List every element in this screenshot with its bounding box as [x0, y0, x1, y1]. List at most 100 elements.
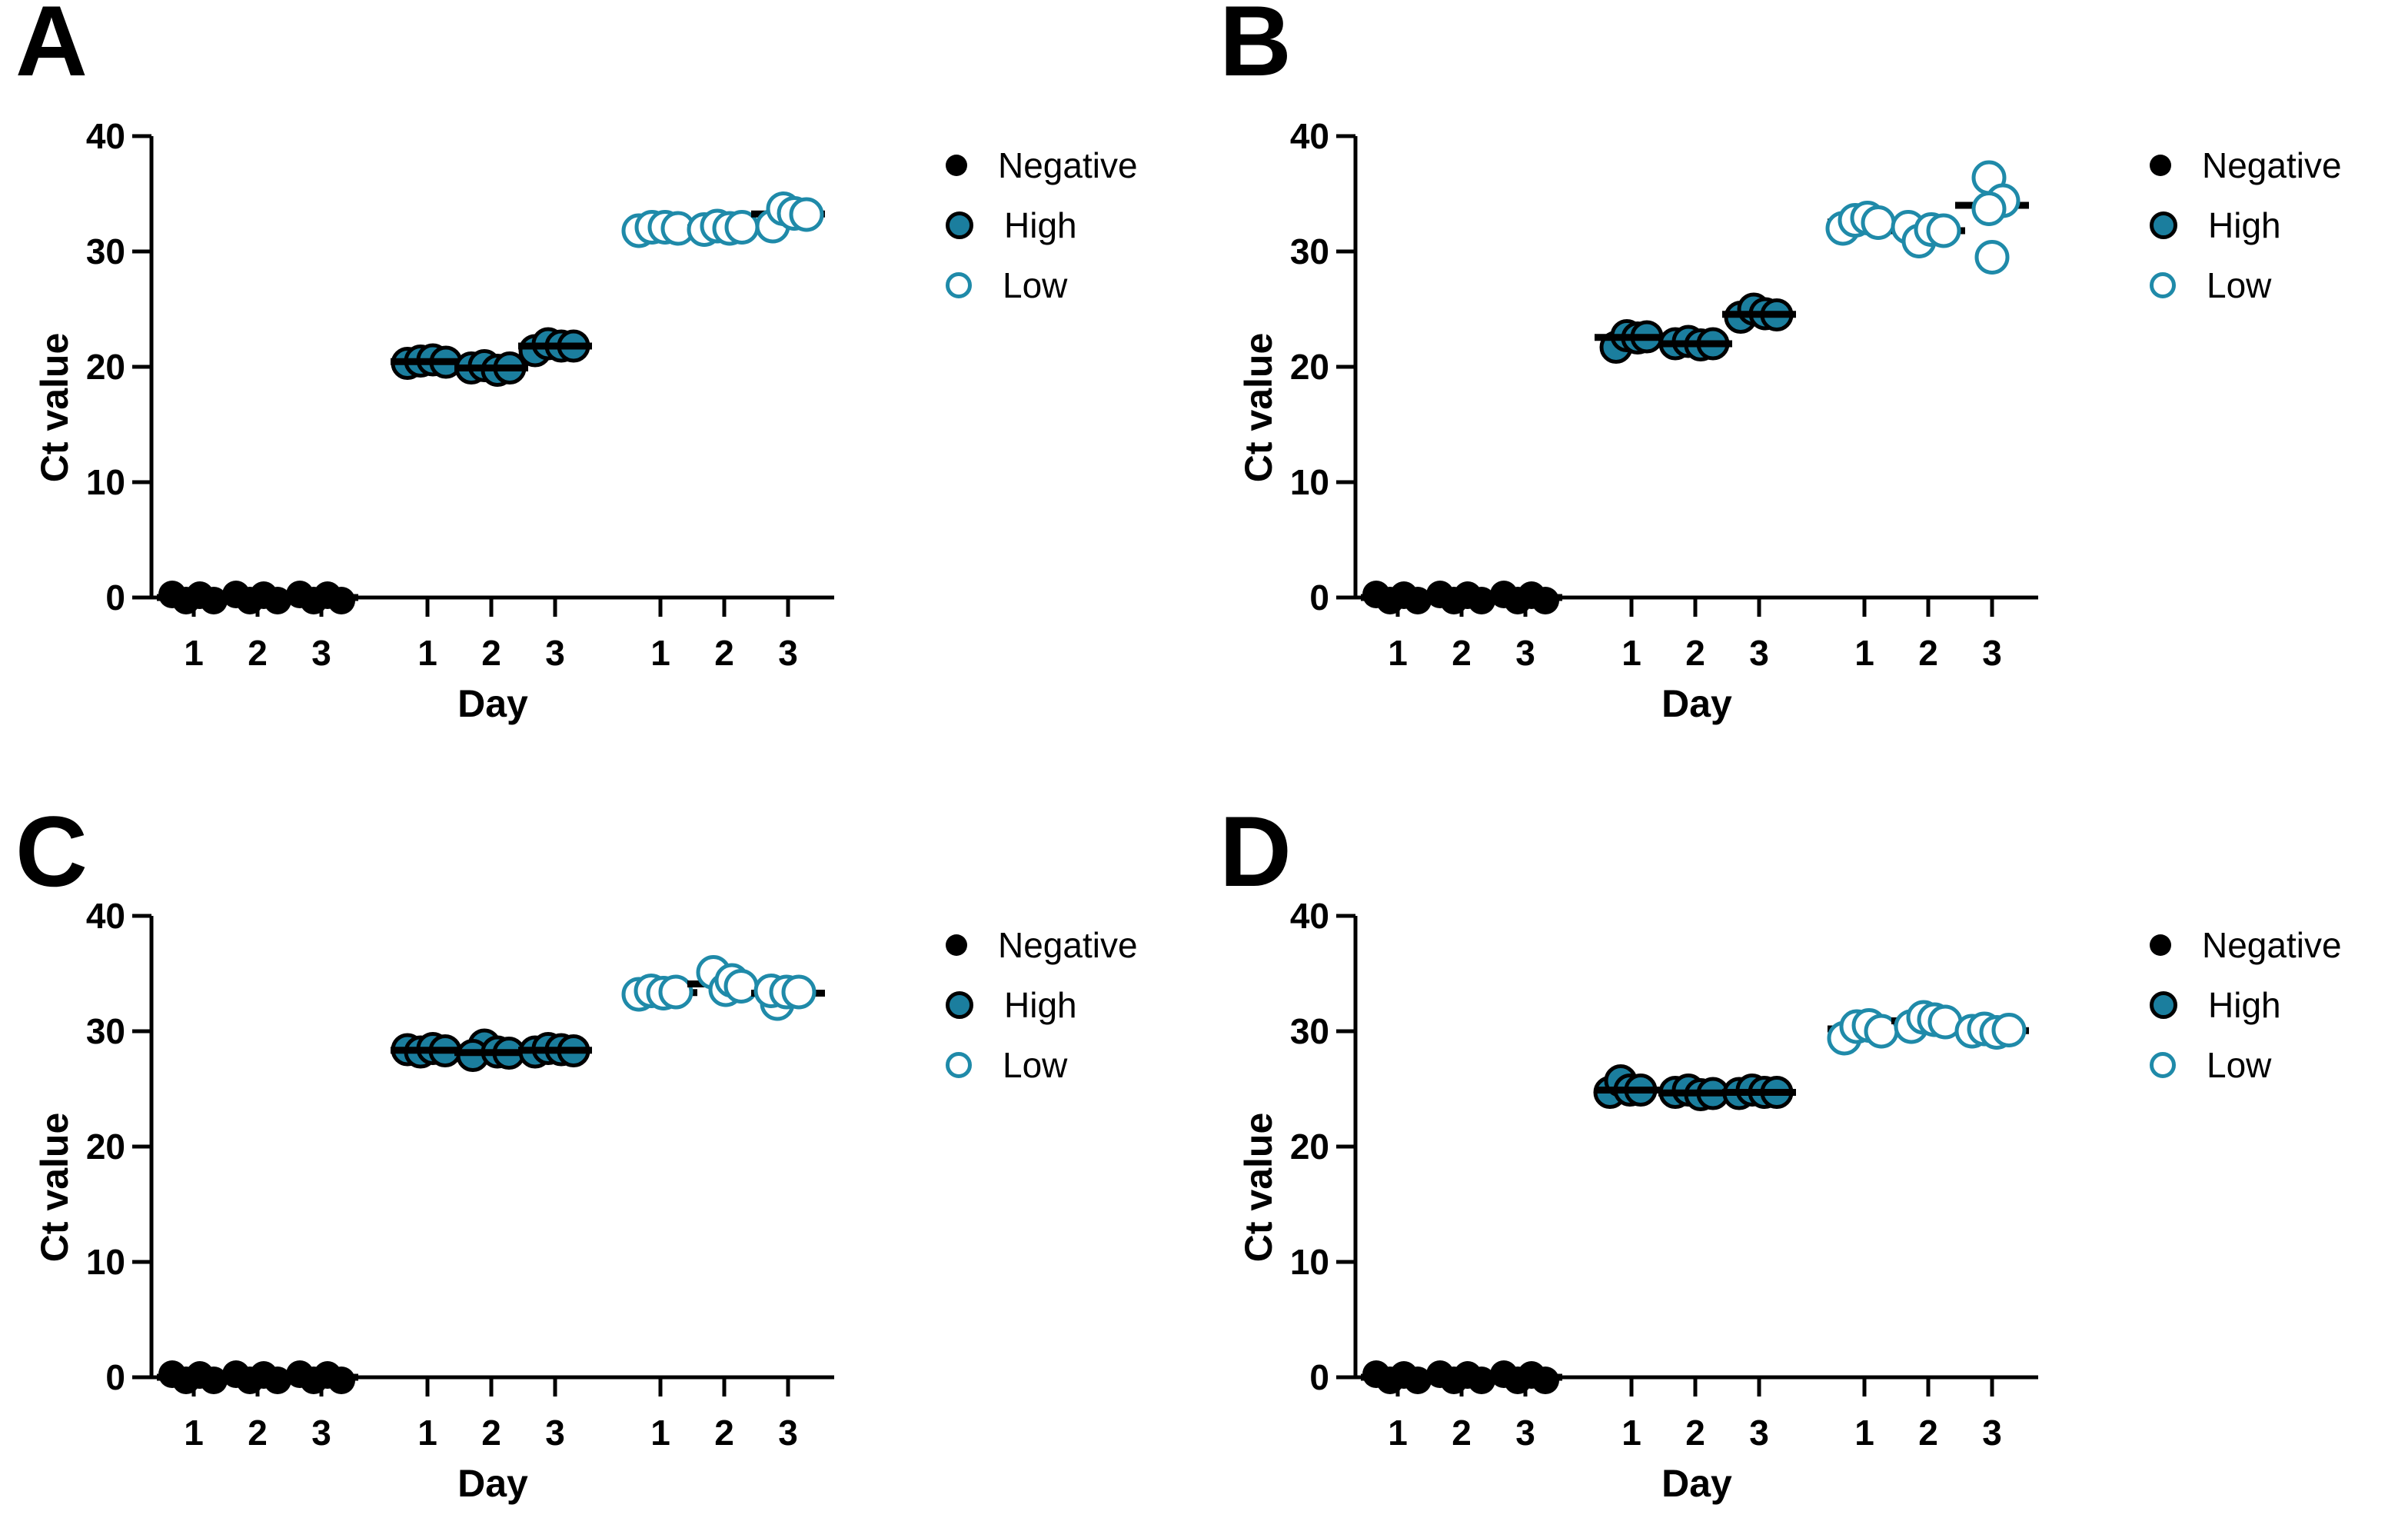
median-line: [1722, 1089, 1796, 1096]
x-tick-label: 3: [778, 633, 798, 673]
y-tick-label: 10: [86, 1242, 125, 1282]
scatter-plot: 0 10 20 30 40 1 2 3 1 2 3 1 2 3 Ct value Day: [33, 896, 834, 1505]
legend: Negative High Low: [2136, 915, 2342, 1095]
y-tick-label: 40: [86, 896, 125, 936]
x-tick-label: 2: [714, 633, 734, 673]
legend-label: Negative: [2202, 145, 2342, 185]
median-line: [1658, 340, 1732, 348]
median-line: [157, 594, 231, 601]
data-point-low-day1: [1861, 205, 1896, 240]
legend: Negative High Low: [932, 135, 1138, 315]
x-tick-label: 3: [1515, 1413, 1535, 1453]
median-line: [454, 1049, 528, 1057]
legend-label: High: [2208, 205, 2281, 245]
legend: Negative High Low: [2136, 135, 2342, 315]
legend-item-negative: Negative: [932, 915, 1138, 975]
median-line: [284, 594, 358, 601]
panel-c: C 0 10 20 30 40 1 2 3 1 2 3 1 2 3 Ct value Day Negative…: [0, 780, 1204, 1518]
median-line: [454, 365, 528, 371]
y-tick-label: 10: [1290, 462, 1329, 502]
x-tick-label: 1: [417, 1413, 437, 1453]
x-axis-title: Day: [1661, 1462, 1732, 1505]
legend-item-high: High: [932, 195, 1138, 255]
low-marker-icon: [2150, 1052, 2176, 1078]
panel-label: A: [15, 0, 88, 97]
data-point-low-day3: [1974, 240, 2010, 275]
x-tick-label: 1: [184, 1413, 204, 1453]
y-tick-label: 30: [1290, 1011, 1329, 1051]
y-tick-label: 0: [105, 1357, 125, 1397]
y-tick-label: 40: [86, 116, 125, 156]
median-line: [157, 1373, 231, 1381]
data-point-low-day1: [658, 974, 693, 1010]
median-line: [221, 594, 294, 601]
legend: Negative High Low: [932, 915, 1138, 1095]
x-tick-label: 3: [1749, 1413, 1769, 1453]
legend-item-low: Low: [2136, 255, 2342, 315]
legend-item-negative: Negative: [2136, 135, 2342, 195]
legend-item-low: Low: [932, 1035, 1138, 1095]
data-point-low-day3: [1991, 1013, 2027, 1047]
median-line: [1488, 594, 1562, 601]
scatter-plot: 0 10 20 30 40 1 2 3 1 2 3 1 2 3 Ct value Day: [33, 116, 834, 725]
median-line: [221, 1373, 294, 1381]
median-line: [1425, 594, 1498, 601]
x-tick-label: 3: [1749, 633, 1769, 673]
x-tick-label: 3: [778, 1413, 798, 1453]
legend-item-low: Low: [2136, 1035, 2342, 1095]
data-point-low-day2: [1926, 213, 1961, 248]
low-marker-icon: [946, 272, 972, 298]
x-tick-label: 1: [184, 633, 204, 673]
legend-item-high: High: [932, 975, 1138, 1035]
x-tick-label: 3: [1515, 633, 1535, 673]
x-tick-label: 2: [248, 633, 268, 673]
y-tick-label: 0: [1309, 1357, 1329, 1397]
y-tick-label: 10: [1290, 1242, 1329, 1282]
x-tick-label: 1: [650, 1413, 670, 1453]
x-tick-label: 1: [650, 633, 670, 673]
median-line: [284, 1373, 358, 1381]
y-tick-label: 30: [1290, 231, 1329, 271]
y-axis-title: Ct value: [1237, 333, 1280, 483]
low-marker-icon: [2150, 272, 2176, 298]
median-line: [1425, 1373, 1498, 1381]
low-marker-icon: [946, 1052, 972, 1078]
legend-item-low: Low: [932, 255, 1138, 315]
legend-label: Negative: [998, 145, 1138, 185]
x-tick-label: 2: [1452, 633, 1472, 673]
y-tick-label: 0: [1309, 578, 1329, 618]
x-axis-title: Day: [457, 682, 528, 725]
data-point-low-day3: [1971, 191, 2007, 226]
panel-label: C: [15, 795, 88, 907]
x-axis-title: Day: [457, 1462, 528, 1505]
y-axis-title: Ct value: [1237, 1113, 1280, 1263]
panel-label: D: [1219, 795, 1292, 907]
y-tick-label: 40: [1290, 116, 1329, 156]
panel-label: B: [1219, 0, 1292, 97]
legend-item-negative: Negative: [2136, 915, 2342, 975]
x-tick-label: 2: [481, 633, 501, 673]
x-tick-label: 2: [1918, 1413, 1938, 1453]
median-line: [391, 1047, 464, 1054]
legend-label: Low: [1003, 265, 1068, 305]
legend-item-negative: Negative: [932, 135, 1138, 195]
legend-label: Negative: [998, 925, 1138, 965]
data-point-low-day3: [789, 197, 824, 232]
negative-marker-icon: [946, 155, 967, 176]
scatter-plot: 0 10 20 30 40 1 2 3 1 2 3 1 2 3 Ct value Day: [1237, 116, 2038, 725]
median-line: [1361, 1373, 1435, 1381]
y-tick-label: 10: [86, 462, 125, 502]
x-tick-label: 1: [1621, 633, 1641, 673]
x-tick-label: 1: [1621, 1413, 1641, 1453]
median-line: [1595, 1087, 1668, 1094]
median-line: [1361, 594, 1435, 601]
x-tick-label: 1: [1388, 633, 1408, 673]
x-tick-label: 3: [1982, 633, 2002, 673]
high-marker-icon: [2150, 991, 2177, 1019]
x-tick-label: 2: [1918, 633, 1938, 673]
high-marker-icon: [946, 211, 973, 239]
x-axis-title: Day: [1661, 682, 1732, 725]
y-tick-label: 0: [105, 578, 125, 618]
median-line: [1595, 334, 1668, 341]
median-line: [1722, 311, 1796, 318]
